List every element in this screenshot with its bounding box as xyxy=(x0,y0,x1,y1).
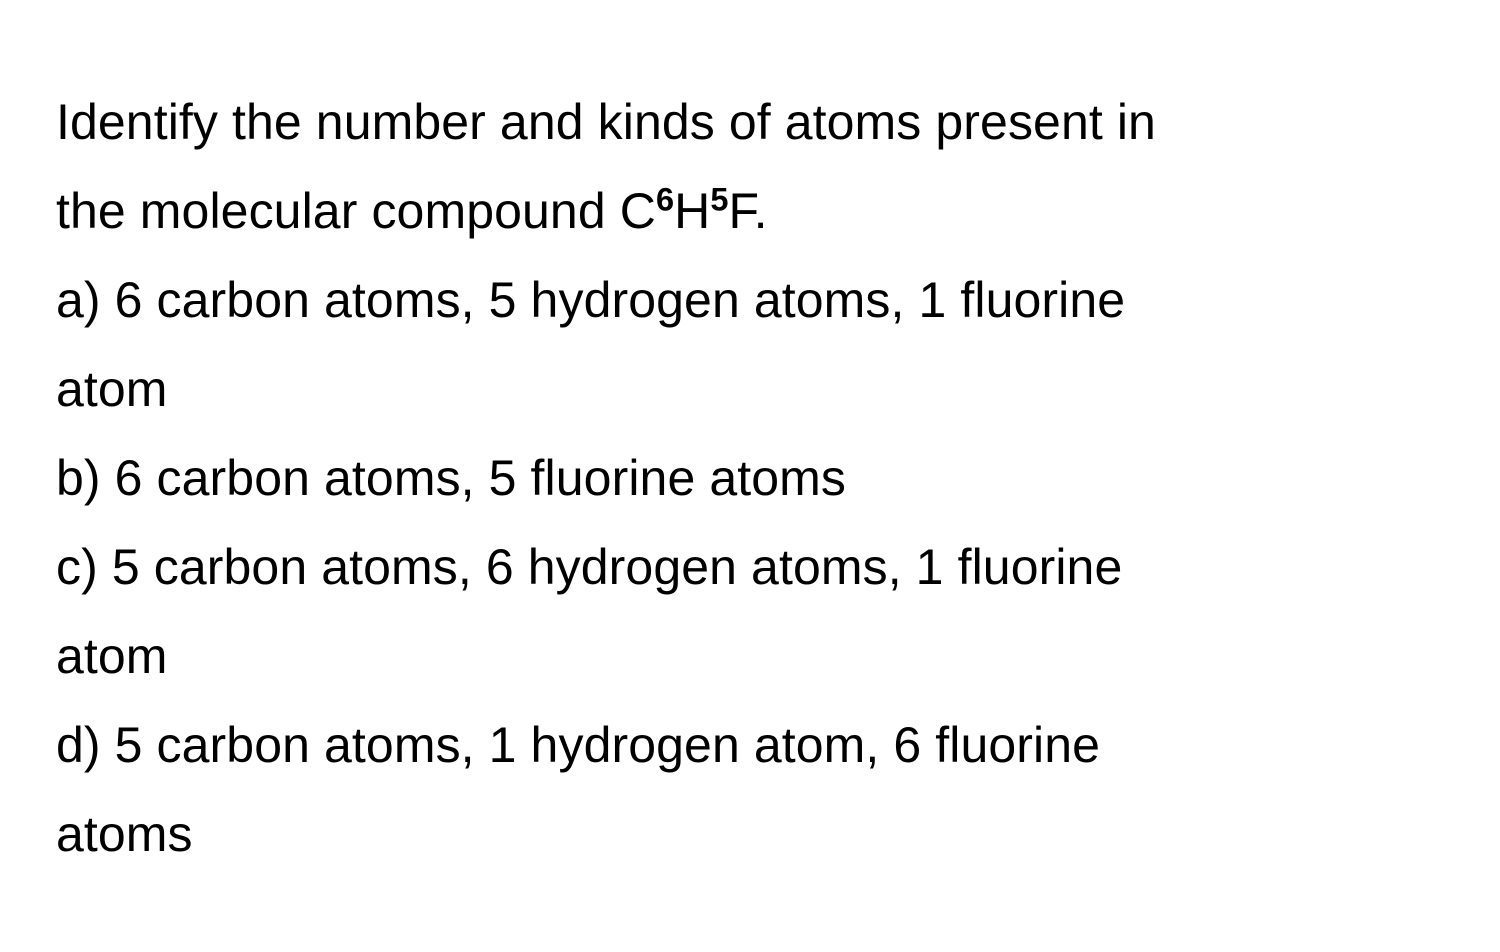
option-d-line-1: d) 5 carbon atoms, 1 hydrogen atom, 6 fl… xyxy=(56,701,1444,790)
option-c-line-2: atom xyxy=(56,612,1444,701)
stem-prefix: the molecular compound C xyxy=(56,183,656,239)
page: Identify the number and kinds of atoms p… xyxy=(0,0,1500,952)
option-a-line-1: a) 6 carbon atoms, 5 hydrogen atoms, 1 f… xyxy=(56,256,1444,345)
option-b-line-1: b) 6 carbon atoms, 5 fluorine atoms xyxy=(56,434,1444,523)
question-stem-line-1: Identify the number and kinds of atoms p… xyxy=(56,78,1444,167)
superscript-5: 5 xyxy=(710,181,728,217)
stem-suffix: F. xyxy=(729,183,768,239)
option-c-line-1: c) 5 carbon atoms, 6 hydrogen atoms, 1 f… xyxy=(56,523,1444,612)
question-stem-line-2: the molecular compound C6H5F. xyxy=(56,167,1444,256)
stem-mid: H xyxy=(674,183,710,239)
superscript-6: 6 xyxy=(656,181,674,217)
option-a-line-2: atom xyxy=(56,345,1444,434)
option-d-line-2: atoms xyxy=(56,790,1444,879)
